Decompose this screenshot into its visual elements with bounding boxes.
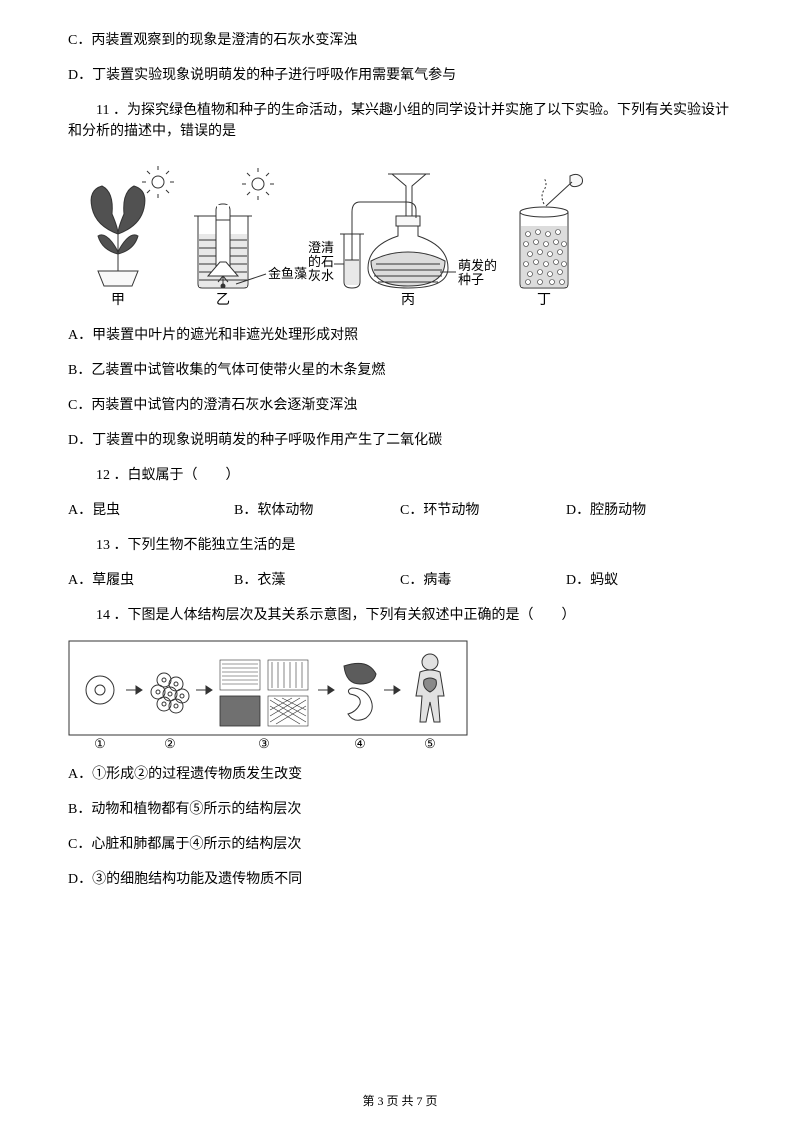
q12-option-b: B．软体动物 (234, 500, 400, 521)
label-seeds-1: 萌发的 (458, 258, 497, 273)
apparatus-jia (91, 166, 174, 286)
label-yi: 乙 (216, 292, 230, 308)
q12-option-a: A．昆虫 (68, 500, 234, 521)
label-ding: 丁 (537, 293, 551, 308)
q12-stem: 12 ．白蚁属于（ ） (68, 465, 732, 486)
label-jinyu: 金鱼藻 (268, 266, 307, 281)
q14-option-c: C．心脏和肺都属于④所示的结构层次 (68, 834, 732, 855)
fig14-n5: ⑤ (424, 736, 436, 750)
prev-option-d: D．丁装置实验现象说明萌发的种子进行呼吸作用需要氧气参与 (68, 65, 732, 86)
fig14-n4: ④ (354, 736, 366, 750)
label-limewater-3: 灰水 (308, 268, 334, 283)
q13-option-a: A．草履虫 (68, 570, 234, 591)
q11-option-b: B．乙装置中试管收集的气体可使带火星的木条复燃 (68, 360, 732, 381)
label-seeds-2: 种子 (458, 272, 484, 287)
q14-stem: 14 ．下图是人体结构层次及其关系示意图，下列有关叙述中正确的是（ ） (68, 605, 732, 626)
fig14-n2: ② (164, 736, 176, 750)
q13-options: A．草履虫 B．衣藻 C．病毒 D．蚂蚁 (68, 570, 732, 591)
q11-option-d: D．丁装置中的现象说明萌发的种子呼吸作用产生了二氧化碳 (68, 430, 732, 451)
q14-option-b: B．动物和植物都有⑤所示的结构层次 (68, 799, 732, 820)
apparatus-bing (334, 174, 456, 288)
label-bing: 丙 (401, 293, 415, 308)
q12-options: A．昆虫 B．软体动物 C．环节动物 D．腔肠动物 (68, 500, 732, 521)
q13-option-b: B．衣藻 (234, 570, 400, 591)
q11-option-c: C．丙装置中试管内的澄清石灰水会逐渐变浑浊 (68, 395, 732, 416)
prev-option-c: C．丙装置观察到的现象是澄清的石灰水变浑浊 (68, 30, 732, 51)
q14-option-d: D．③的细胞结构功能及遗传物质不同 (68, 869, 732, 890)
apparatus-yi (194, 168, 274, 288)
q14-figure: ① ② ③ ④ ⑤ (68, 640, 732, 750)
page: C．丙装置观察到的现象是澄清的石灰水变浑浊 D．丁装置实验现象说明萌发的种子进行… (0, 0, 800, 1132)
q14-option-a: A．①形成②的过程遗传物质发生改变 (68, 764, 732, 785)
q12-option-c: C．环节动物 (400, 500, 566, 521)
q13-option-c: C．病毒 (400, 570, 566, 591)
q13-stem: 13 ．下列生物不能独立生活的是 (68, 535, 732, 556)
label-jia: 甲 (111, 293, 125, 308)
q12-option-d: D．腔肠动物 (566, 500, 732, 521)
apparatus-ding (520, 174, 583, 288)
fig14-n3: ③ (258, 736, 270, 750)
page-footer: 第 3 页 共 7 页 (0, 1092, 800, 1110)
fig14-n1: ① (94, 736, 106, 750)
label-limewater-2: 的石 (308, 254, 334, 269)
q11-stem: 11 ．为探究绿色植物和种子的生命活动，某兴趣小组的同学设计并实施了以下实验。下… (68, 100, 732, 142)
q11-figure: 甲 (68, 156, 732, 311)
q11-option-a: A．甲装置中叶片的遮光和非遮光处理形成对照 (68, 325, 732, 346)
label-limewater-1: 澄清 (308, 240, 334, 255)
q13-option-d: D．蚂蚁 (566, 570, 732, 591)
